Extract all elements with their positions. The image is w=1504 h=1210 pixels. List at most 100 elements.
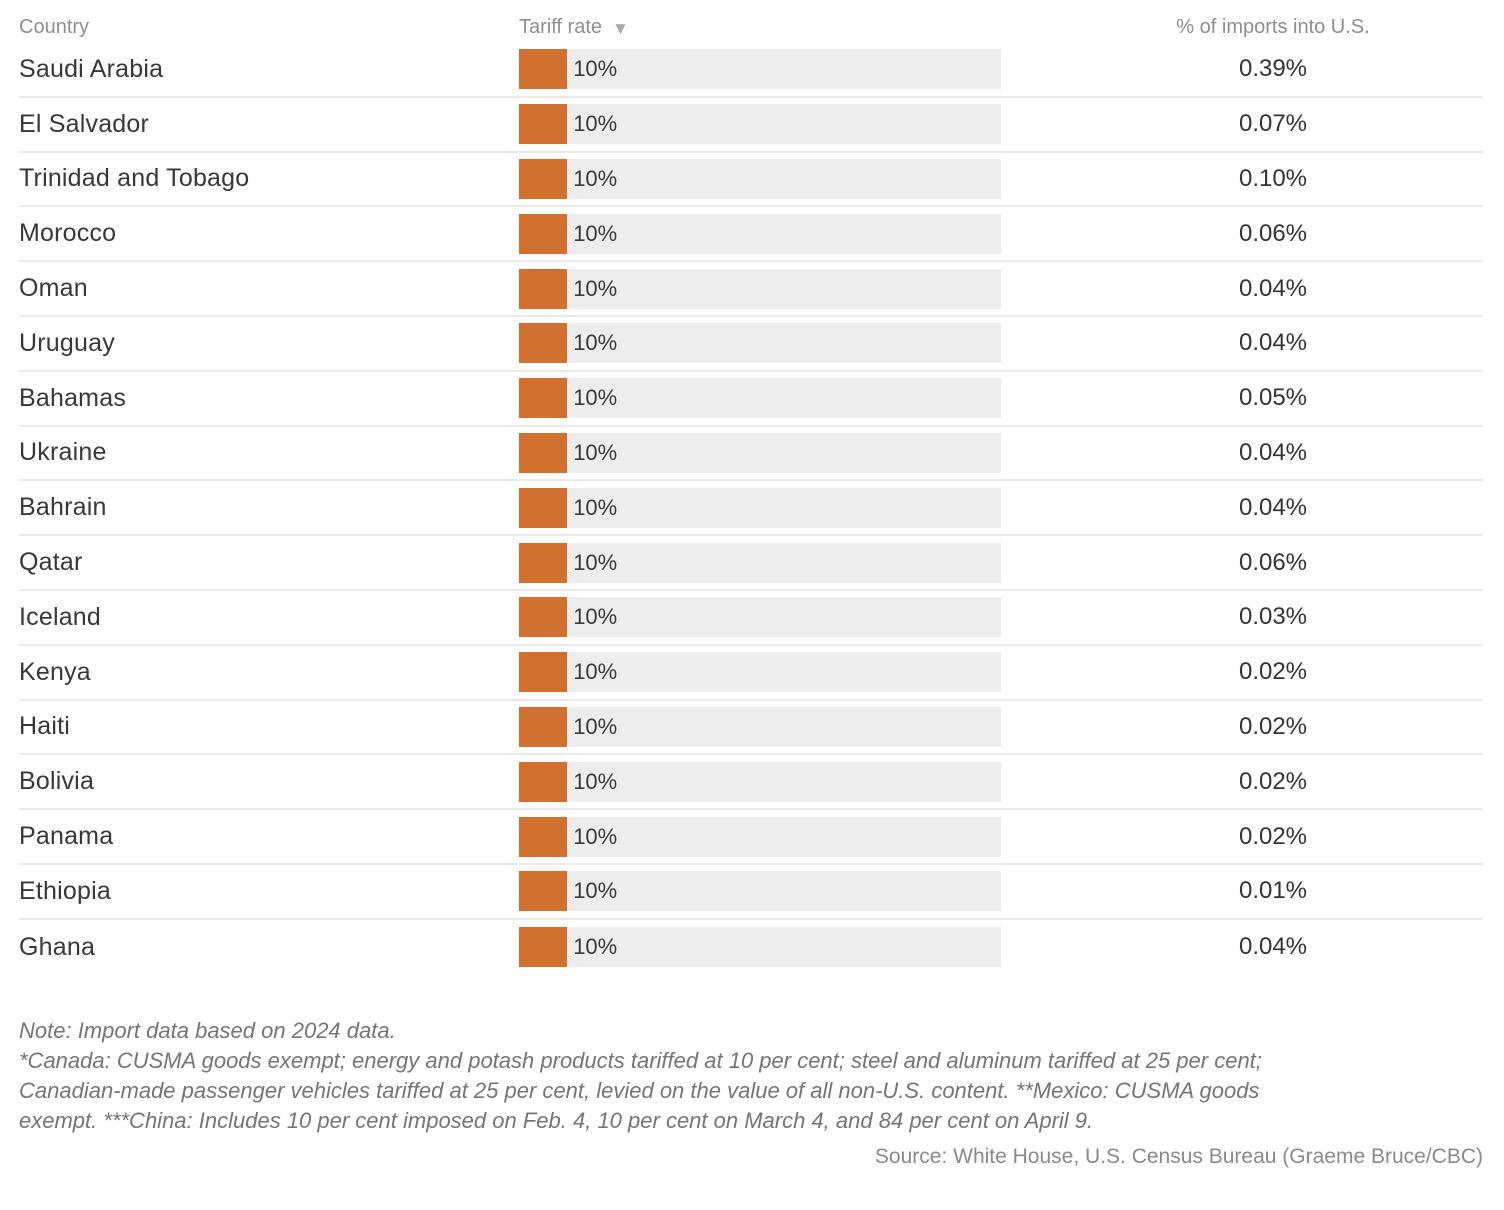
tariff-rate-value: 10% xyxy=(573,56,618,82)
tariff-bar-track: 10% xyxy=(519,652,1001,693)
tariff-rate-value: 10% xyxy=(573,494,618,520)
imports-share-value: 0.03% xyxy=(1238,603,1308,631)
country-label: Ukraine xyxy=(19,438,107,467)
tariff-rate-value: 10% xyxy=(573,275,618,301)
country-label: Bahamas xyxy=(19,383,127,412)
table-row: Kenya 10% 0.02% xyxy=(19,646,1483,701)
column-header-country: Country xyxy=(19,16,90,38)
tariff-rate-value: 10% xyxy=(573,111,618,137)
column-header-tariff-rate[interactable]: Tariff rate ▼ xyxy=(519,16,1001,39)
tariff-rate-value: 10% xyxy=(573,878,618,904)
tariff-bar-fill xyxy=(519,927,568,968)
imports-share-value: 0.04% xyxy=(1238,438,1308,466)
tariff-bar-track: 10% xyxy=(519,761,1001,802)
tariff-rate-value: 10% xyxy=(573,330,618,356)
tariff-table: Country Tariff rate ▼ % of imports into … xyxy=(19,0,1483,1168)
tariff-bar-fill xyxy=(519,432,568,473)
imports-share-value: 0.02% xyxy=(1238,767,1308,795)
tariff-bar-track: 10% xyxy=(519,104,1001,145)
country-label: Uruguay xyxy=(19,328,115,357)
footnote-line: *Canada: CUSMA goods exempt; energy and … xyxy=(19,1047,1262,1073)
tariff-bar-fill xyxy=(519,158,568,199)
tariff-rate-value: 10% xyxy=(573,713,618,739)
tariff-bar-track: 10% xyxy=(519,816,1001,857)
table-row: Bahamas 10% 0.05% xyxy=(19,372,1483,427)
table-row: Ukraine 10% 0.04% xyxy=(19,427,1483,482)
imports-share-value: 0.04% xyxy=(1238,274,1308,302)
tariff-bar-track: 10% xyxy=(519,706,1001,747)
country-label: Iceland xyxy=(19,602,102,631)
sort-descending-icon: ▼ xyxy=(612,19,629,38)
table-row: Morocco 10% 0.06% xyxy=(19,207,1483,263)
table-row: Saudi Arabia 10% 0.39% xyxy=(19,43,1483,98)
tariff-bar-fill xyxy=(519,487,568,528)
imports-share-value: 0.04% xyxy=(1238,493,1308,521)
footnote-line: exempt. ***China: Includes 10 per cent i… xyxy=(19,1107,1094,1133)
tariff-bar-track: 10% xyxy=(519,158,1001,199)
country-label: Panama xyxy=(19,822,114,851)
tariff-bar-fill xyxy=(519,871,568,912)
table-row: Ethiopia 10% 0.01% xyxy=(19,865,1483,920)
table-row: Qatar 10% 0.06% xyxy=(19,536,1483,591)
tariff-bar-fill xyxy=(519,761,568,802)
table-row: Panama 10% 0.02% xyxy=(19,810,1483,865)
imports-share-value: 0.39% xyxy=(1238,55,1308,83)
footnote-line: Canadian-made passenger vehicles tariffe… xyxy=(19,1077,1260,1103)
tariff-bar-fill xyxy=(519,816,568,857)
tariff-rate-value: 10% xyxy=(573,934,618,960)
imports-share-value: 0.06% xyxy=(1238,219,1308,247)
tariff-bar-track: 10% xyxy=(519,871,1001,912)
tariff-rate-value: 10% xyxy=(573,220,618,246)
tariff-rate-value: 10% xyxy=(573,604,618,630)
tariff-bar-track: 10% xyxy=(519,378,1001,419)
country-label: Oman xyxy=(19,274,88,303)
table-row: Trinidad and Tobago 10% 0.10% xyxy=(19,153,1483,208)
tariff-bar-fill xyxy=(519,706,568,747)
tariff-rate-value: 10% xyxy=(573,823,618,849)
country-label: Bahrain xyxy=(19,493,107,522)
table-row: Uruguay 10% 0.04% xyxy=(19,317,1483,372)
tariff-bar-track: 10% xyxy=(519,432,1001,473)
table-row: Haiti 10% 0.02% xyxy=(19,701,1483,756)
imports-share-value: 0.01% xyxy=(1238,877,1308,905)
table-row: Ghana 10% 0.04% xyxy=(19,920,1483,975)
table-row: El Salvador 10% 0.07% xyxy=(19,98,1483,153)
table-row: Bolivia 10% 0.02% xyxy=(19,755,1483,811)
imports-share-value: 0.02% xyxy=(1238,658,1308,686)
tariff-bar-track: 10% xyxy=(519,597,1001,638)
country-label: Saudi Arabia xyxy=(19,54,164,83)
imports-share-value: 0.06% xyxy=(1238,548,1308,576)
source-credit: Source: White House, U.S. Census Bureau … xyxy=(874,1144,1483,1168)
tariff-bar-track: 10% xyxy=(519,268,1001,309)
tariff-bar-fill xyxy=(519,213,568,254)
country-label: Trinidad and Tobago xyxy=(19,164,250,193)
tariff-bar-fill xyxy=(519,378,568,419)
country-label: Morocco xyxy=(19,219,117,248)
tariff-rate-value: 10% xyxy=(573,439,618,465)
table-row: Bahrain 10% 0.04% xyxy=(19,481,1483,537)
column-header-imports-share: % of imports into U.S. xyxy=(1176,16,1370,38)
country-label: El Salvador xyxy=(19,109,150,138)
footnotes: Note: Import data based on 2024 data. *Ca… xyxy=(19,1016,1483,1136)
column-header-tariff-rate-label: Tariff rate xyxy=(519,16,602,38)
table-header-row: Country Tariff rate ▼ % of imports into … xyxy=(19,0,1483,43)
tariff-bar-fill xyxy=(519,323,568,364)
tariff-bar-track: 10% xyxy=(519,213,1001,254)
imports-share-value: 0.02% xyxy=(1238,712,1308,740)
table-row: Oman 10% 0.04% xyxy=(19,262,1483,317)
table-row: Iceland 10% 0.03% xyxy=(19,591,1483,646)
tariff-bar-track: 10% xyxy=(519,927,1001,968)
imports-share-value: 0.07% xyxy=(1238,110,1308,138)
country-label: Bolivia xyxy=(19,767,95,796)
tariff-bar-fill xyxy=(519,597,568,638)
country-label: Haiti xyxy=(19,712,71,741)
tariff-bar-fill xyxy=(519,268,568,309)
tariff-bar-track: 10% xyxy=(519,49,1001,90)
tariff-bar-track: 10% xyxy=(519,323,1001,364)
tariff-rate-value: 10% xyxy=(573,659,618,685)
country-label: Kenya xyxy=(19,657,91,686)
tariff-rate-value: 10% xyxy=(573,385,618,411)
tariff-bar-track: 10% xyxy=(519,542,1001,583)
tariff-bar-fill xyxy=(519,104,568,145)
tariff-rate-value: 10% xyxy=(573,549,618,575)
